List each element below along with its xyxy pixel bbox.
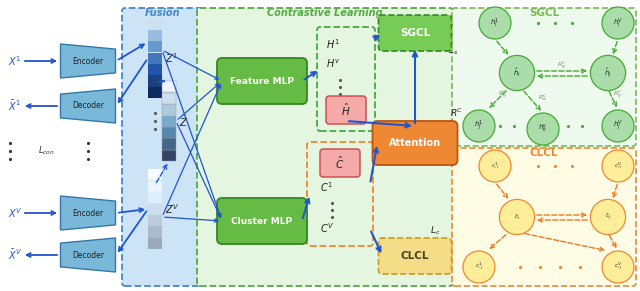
Text: Encoder: Encoder	[72, 208, 104, 217]
Bar	[148, 192, 162, 203]
Text: $\hat{C}$: $\hat{C}$	[335, 155, 344, 171]
Bar	[162, 104, 176, 115]
Text: Attention: Attention	[389, 138, 441, 148]
Circle shape	[479, 150, 511, 182]
Text: $L_{con}$: $L_{con}$	[38, 145, 54, 157]
Text: $h_i^V$: $h_i^V$	[612, 16, 623, 30]
Text: CLCL: CLCL	[530, 148, 558, 158]
FancyBboxPatch shape	[452, 148, 636, 286]
FancyBboxPatch shape	[372, 121, 458, 165]
FancyBboxPatch shape	[326, 96, 366, 124]
Text: $\hat{h}_j$: $\hat{h}_j$	[604, 66, 612, 80]
Bar	[162, 150, 176, 161]
Polygon shape	[61, 238, 115, 272]
Bar	[162, 116, 176, 127]
Text: $L_c$: $L_c$	[430, 225, 440, 237]
Text: $c_{,j}^1$: $c_{,j}^1$	[474, 261, 483, 273]
Circle shape	[590, 55, 626, 91]
Text: $Z^1$: $Z^1$	[165, 51, 179, 65]
Bar	[162, 93, 176, 104]
FancyBboxPatch shape	[217, 198, 307, 244]
Text: $R_a^C$: $R_a^C$	[538, 93, 548, 103]
Bar	[148, 75, 162, 86]
Bar	[148, 30, 162, 41]
Bar	[148, 18, 162, 29]
Text: $X^1$: $X^1$	[8, 54, 22, 68]
Bar	[148, 41, 162, 52]
Circle shape	[479, 7, 511, 39]
Text: $c_{,i}^1$: $c_{,i}^1$	[491, 161, 499, 171]
Circle shape	[602, 150, 634, 182]
Text: $X^V$: $X^V$	[8, 206, 23, 220]
Bar	[148, 87, 162, 98]
Bar	[148, 169, 162, 180]
Circle shape	[602, 7, 634, 39]
FancyBboxPatch shape	[320, 149, 360, 177]
Text: Cluster MLP: Cluster MLP	[232, 217, 292, 226]
Text: Fusion: Fusion	[145, 8, 181, 18]
Circle shape	[527, 113, 559, 145]
Text: $\hat{Z}$: $\hat{Z}$	[179, 113, 188, 129]
Bar	[148, 238, 162, 249]
Text: $h_k^v$: $h_k^v$	[538, 123, 548, 135]
Text: $\hat{c}_i$: $\hat{c}_i$	[514, 212, 520, 222]
Bar	[148, 204, 162, 215]
Bar	[148, 181, 162, 192]
Circle shape	[463, 110, 495, 142]
Text: $R_g^C$: $R_g^C$	[557, 60, 567, 72]
Text: Encoder: Encoder	[72, 56, 104, 65]
Text: $\bar{X}^V$: $\bar{X}^V$	[8, 248, 22, 262]
Bar	[148, 226, 162, 237]
Text: $L_s$: $L_s$	[448, 45, 458, 57]
Circle shape	[590, 199, 626, 235]
Text: $C^V$: $C^V$	[320, 221, 335, 235]
Polygon shape	[61, 89, 115, 123]
Bar	[148, 215, 162, 226]
FancyBboxPatch shape	[452, 8, 636, 146]
Text: $H^v$: $H^v$	[326, 58, 340, 70]
Text: SGCL: SGCL	[529, 8, 559, 18]
Bar	[162, 81, 176, 93]
FancyBboxPatch shape	[378, 238, 451, 274]
Polygon shape	[61, 44, 115, 78]
Text: $\hat{c}_j$: $\hat{c}_j$	[605, 212, 611, 223]
Text: $c_{,i}^V$: $c_{,i}^V$	[614, 161, 623, 171]
Text: $R_g^C$: $R_g^C$	[613, 89, 623, 101]
FancyBboxPatch shape	[378, 15, 451, 51]
Text: SGCL: SGCL	[400, 28, 430, 38]
Text: $C^1$: $C^1$	[320, 180, 333, 194]
Text: $\hat{h}_i$: $\hat{h}_i$	[513, 67, 521, 79]
Text: $h_j^1$: $h_j^1$	[474, 119, 484, 133]
Bar	[162, 139, 176, 150]
Text: Contrastive Learning: Contrastive Learning	[267, 8, 383, 18]
Text: $Z^V$: $Z^V$	[165, 202, 180, 216]
Text: Decoder: Decoder	[72, 102, 104, 111]
Text: Feature MLP: Feature MLP	[230, 77, 294, 86]
Circle shape	[602, 251, 634, 283]
FancyBboxPatch shape	[217, 58, 307, 104]
Polygon shape	[61, 196, 115, 230]
Text: Decoder: Decoder	[72, 251, 104, 260]
FancyBboxPatch shape	[197, 8, 453, 286]
Circle shape	[499, 199, 534, 235]
Bar	[148, 64, 162, 75]
Text: $h_j^V$: $h_j^V$	[612, 119, 623, 133]
Bar	[162, 127, 176, 138]
Text: $h_i^1$: $h_i^1$	[490, 16, 500, 30]
FancyBboxPatch shape	[122, 8, 203, 286]
Circle shape	[602, 110, 634, 142]
Bar	[148, 53, 162, 64]
Text: CLCL: CLCL	[401, 251, 429, 261]
Text: $H^1$: $H^1$	[326, 37, 340, 51]
Circle shape	[463, 251, 495, 283]
Text: $\hat{H}$: $\hat{H}$	[341, 102, 351, 118]
Text: $R_g^C$: $R_g^C$	[498, 89, 508, 101]
Text: $\bar{X}^1$: $\bar{X}^1$	[8, 99, 21, 113]
Circle shape	[499, 55, 534, 91]
Text: $R^C$: $R^C$	[451, 107, 464, 119]
Text: $c_{,j}^V$: $c_{,j}^V$	[614, 261, 623, 273]
